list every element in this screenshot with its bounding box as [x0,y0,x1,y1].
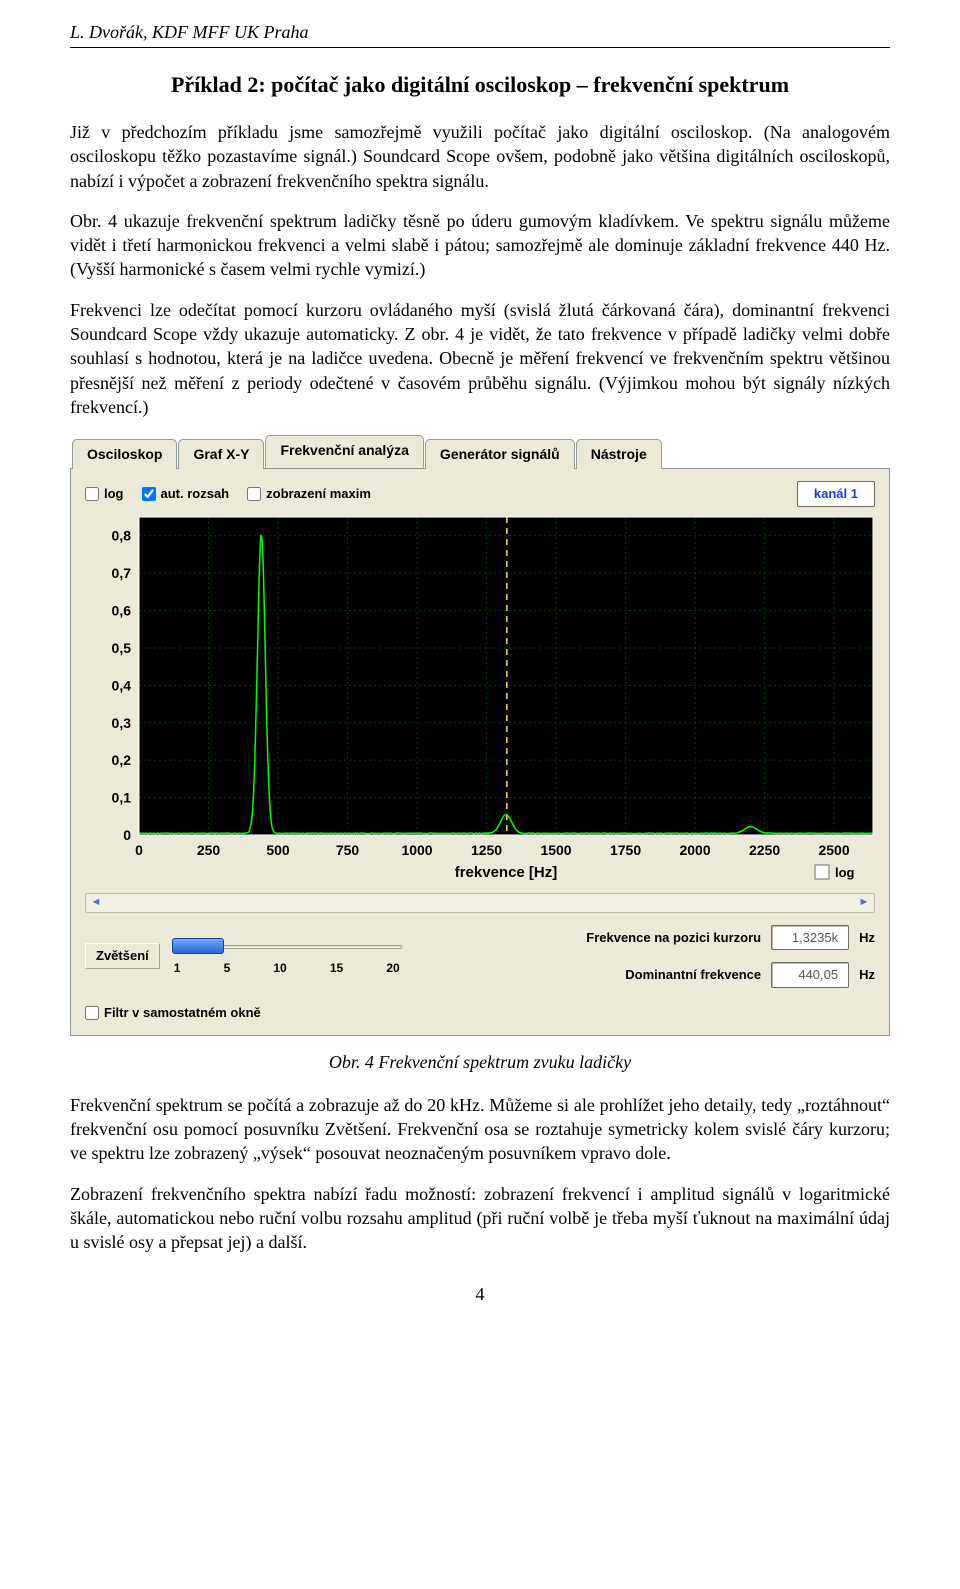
checkbox-zobrazeni-maxim-input[interactable] [247,487,261,501]
scroll-right-icon[interactable]: ► [854,894,874,912]
bottom-controls: ◄ ► Zvětšení 15101520 Frekvence na pozic… [81,893,879,1022]
top-controls: log aut. rozsah zobrazení maxim kanál 1 [81,479,879,513]
svg-text:0,5: 0,5 [112,640,132,656]
tab-osciloskop[interactable]: Osciloskop [72,439,177,469]
freq-analysis-panel: log aut. rozsah zobrazení maxim kanál 1 … [70,468,890,1036]
zoom-label: Zvětšení [85,943,160,969]
svg-text:0,4: 0,4 [112,677,132,693]
zoom-tick: 15 [330,960,343,976]
tab-n-stroje[interactable]: Nástroje [576,439,662,469]
zoom-tick: 1 [174,960,181,976]
cursor-freq-label: Frekvence na pozici kurzoru [586,929,761,947]
zoom-tick: 20 [386,960,399,976]
svg-text:2500: 2500 [818,842,849,858]
spectrum-chart-svg: 0 0,1 0,2 0,3 0,4 0,5 0,6 0,7 0,8 0 250 500 750 1000 1… [81,513,879,883]
checkbox-log-input[interactable] [85,487,99,501]
spectrum-chart[interactable]: 0 0,1 0,2 0,3 0,4 0,5 0,6 0,7 0,8 0 250 500 750 1000 1… [81,513,879,883]
svg-text:0,6: 0,6 [112,602,132,618]
svg-text:0,2: 0,2 [112,752,132,768]
dominant-freq-value: 440,05 [771,962,849,988]
svg-text:750: 750 [336,842,360,858]
svg-text:0,7: 0,7 [112,565,132,581]
svg-text:500: 500 [266,842,290,858]
svg-text:1250: 1250 [471,842,502,858]
svg-text:2250: 2250 [749,842,780,858]
cursor-freq-value: 1,3235k [771,925,849,951]
checkbox-zobrazeni-maxim[interactable]: zobrazení maxim [247,485,371,503]
tab-graf-x-y[interactable]: Graf X-Y [178,439,264,469]
svg-text:2000: 2000 [679,842,710,858]
paragraph-3: Frekvenci lze odečítat pomocí kurzoru ov… [70,298,890,419]
svg-text:0: 0 [123,827,131,843]
dominant-freq-label: Dominantní frekvence [586,966,761,984]
checkbox-aut-rozsah-label: aut. rozsah [161,485,230,503]
page-header: L. Dvořák, KDF MFF UK Praha [70,20,890,48]
paragraph-2: Obr. 4 ukazuje frekvenční spektrum ladič… [70,209,890,282]
svg-text:0,1: 0,1 [112,789,132,805]
zoom-tick: 10 [273,960,286,976]
soundcard-scope-window: OsciloskopGraf X-YFrekvenční analýzaGene… [70,435,890,1036]
checkbox-filter-window-label: Filtr v samostatném okně [104,1004,261,1022]
page-title: Příklad 2: počítač jako digitální oscilo… [70,70,890,100]
svg-text:0,3: 0,3 [112,714,132,730]
paragraph-4: Frekvenční spektrum se počítá a zobrazuj… [70,1093,890,1166]
svg-text:0: 0 [135,842,143,858]
zoom-tick: 5 [224,960,231,976]
paragraph-5: Zobrazení frekvenčního spektra nabízí řa… [70,1182,890,1255]
checkbox-log[interactable]: log [85,485,124,503]
svg-text:1500: 1500 [540,842,571,858]
zoom-slider-ticks: 15101520 [172,960,402,976]
svg-text:frekvence [Hz]: frekvence [Hz] [455,864,558,881]
svg-text:250: 250 [197,842,221,858]
zoom-slider-wrap: 15101520 [172,936,402,976]
readouts: Frekvence na pozici kurzoru 1,3235k Hz D… [586,925,875,988]
channel-selector[interactable]: kanál 1 [797,481,875,507]
checkbox-filter-window[interactable]: Filtr v samostatném okně [85,1004,261,1022]
checkbox-filter-window-input[interactable] [85,1006,99,1020]
checkbox-zobrazeni-maxim-label: zobrazení maxim [266,485,371,503]
svg-text:1000: 1000 [401,842,432,858]
horizontal-scrollbar[interactable]: ◄ ► [85,893,875,913]
tab-bar: OsciloskopGraf X-YFrekvenční analýzaGene… [70,435,890,468]
tab-frekven-n-anal-za[interactable]: Frekvenční analýza [265,435,423,468]
cursor-freq-unit: Hz [859,929,875,947]
dominant-freq-unit: Hz [859,966,875,984]
svg-text:0,8: 0,8 [112,527,132,543]
checkbox-log-label: log [104,485,124,503]
checkbox-aut-rozsah-input[interactable] [142,487,156,501]
svg-text:1750: 1750 [610,842,641,858]
figure-caption: Obr. 4 Frekvenční spektrum zvuku ladičky [70,1050,890,1074]
zoom-slider[interactable] [172,936,402,958]
tab-gener-tor-sign-l-[interactable]: Generátor signálů [425,439,575,469]
paragraph-1: Již v předchozím příkladu jsme samozřejm… [70,120,890,193]
zoom-slider-thumb[interactable] [172,938,224,954]
page-number: 4 [70,1282,890,1306]
scroll-left-icon[interactable]: ◄ [86,894,106,912]
checkbox-aut-rozsah[interactable]: aut. rozsah [142,485,230,503]
svg-text:log: log [835,865,855,880]
